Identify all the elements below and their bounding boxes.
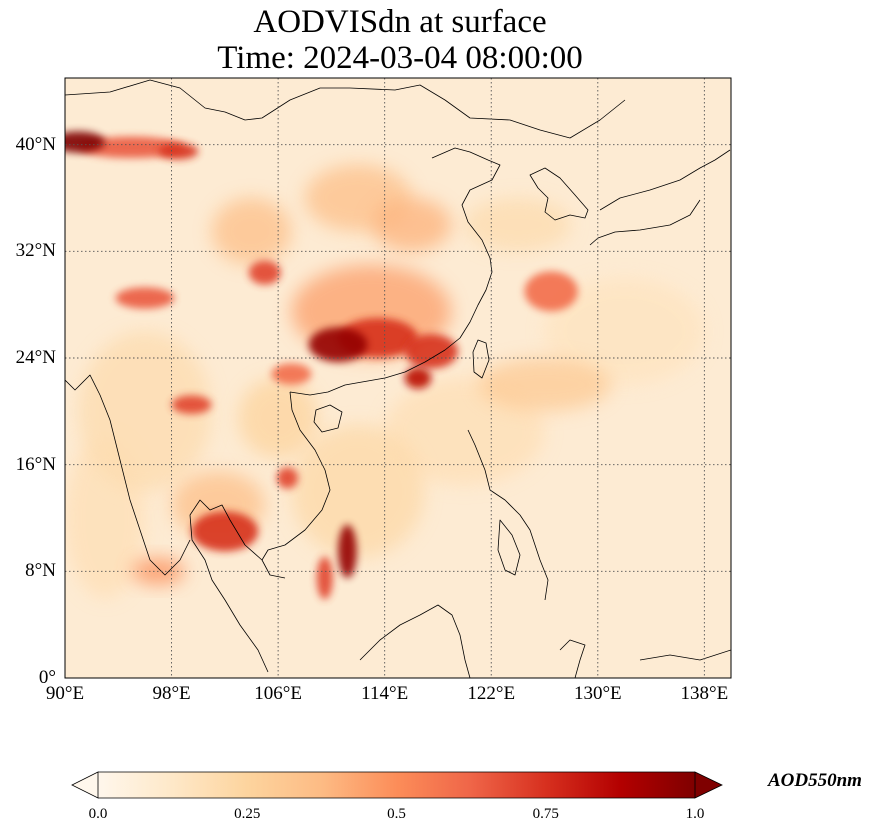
aod-patch-5 [291, 424, 425, 558]
lat-tick-label: 24°N [15, 347, 56, 368]
lon-tick-label: 90°E [45, 683, 85, 704]
lat-tick-label: 32°N [15, 240, 56, 262]
coastline-sulawesi [559, 639, 586, 678]
coastline-philippines [467, 429, 549, 601]
colorbar-tick-label: 0.0 [88, 806, 108, 822]
aod-patch-18 [248, 260, 281, 285]
aod-patch-29 [65, 131, 105, 153]
aod-patch-28 [338, 524, 357, 578]
lat-tick-label: 8°N [25, 560, 56, 582]
map-subtitle-time: Time: 2024-03-04 08:00:00 [217, 40, 583, 76]
aod-patch-7 [477, 358, 612, 412]
coastline-papua [639, 649, 731, 661]
aod-patch-21 [316, 556, 333, 600]
coastlines [65, 79, 731, 678]
lat-tick-label: 0° [38, 667, 56, 688]
lon-tick-label: 130°E [573, 683, 622, 704]
map-frame [64, 77, 732, 679]
aod-patch-24 [404, 334, 458, 369]
colorbar-extend-min [71, 771, 99, 799]
colorbar-tick-label: 0.25 [234, 806, 261, 822]
aod-field [65, 131, 705, 600]
colorbar-tick-label: 1.0 [685, 806, 705, 822]
coastline-north-border [65, 79, 626, 139]
map-title: AODVISdn at surface [253, 4, 547, 40]
aod-patch-27 [308, 327, 368, 362]
aod-patch-3 [78, 331, 212, 492]
colorbar-tick-label: 0.75 [532, 806, 559, 822]
aod-patch-26 [404, 367, 432, 389]
aod-patch-14 [271, 363, 312, 385]
aod-patch-17 [115, 287, 175, 309]
aod-patch-20 [276, 467, 299, 489]
aod-patch-25 [191, 511, 259, 552]
coastline-myanmar [65, 374, 191, 576]
lon-tick-label: 138°E [680, 683, 729, 704]
colorbar-gradient [98, 772, 695, 798]
aod-patch-8 [211, 198, 292, 265]
aod-patch-22 [158, 143, 199, 160]
aod-patch-4 [464, 198, 572, 252]
aod-patch-15 [524, 271, 578, 312]
colorbar-label: AOD550nm [768, 770, 862, 791]
lat-tick-label: 40°N [15, 133, 56, 155]
colorbar [71, 771, 723, 799]
lon-tick-label: 106°E [254, 683, 302, 704]
gridlines [65, 78, 731, 678]
coastline-borneo [359, 604, 471, 678]
colorbar-extend-max [694, 771, 723, 799]
aod-patch-16 [78, 136, 185, 158]
lon-tick-label: 98°E [152, 683, 191, 704]
lon-tick-label: 114°E [361, 683, 409, 704]
aod-patch-19 [171, 395, 212, 414]
coastline-hainan [313, 404, 343, 433]
lat-tick-label: 16°N [15, 453, 56, 475]
lon-tick-label: 122°E [467, 683, 516, 704]
colorbar-tick-label: 0.5 [387, 806, 406, 822]
coastline-taiwan [472, 339, 490, 379]
coastline-china [289, 147, 501, 396]
aod-patch-0 [544, 278, 705, 385]
coastline-korea [529, 167, 589, 221]
coastline-indochina [189, 391, 331, 673]
aod-patch-11 [371, 198, 452, 252]
